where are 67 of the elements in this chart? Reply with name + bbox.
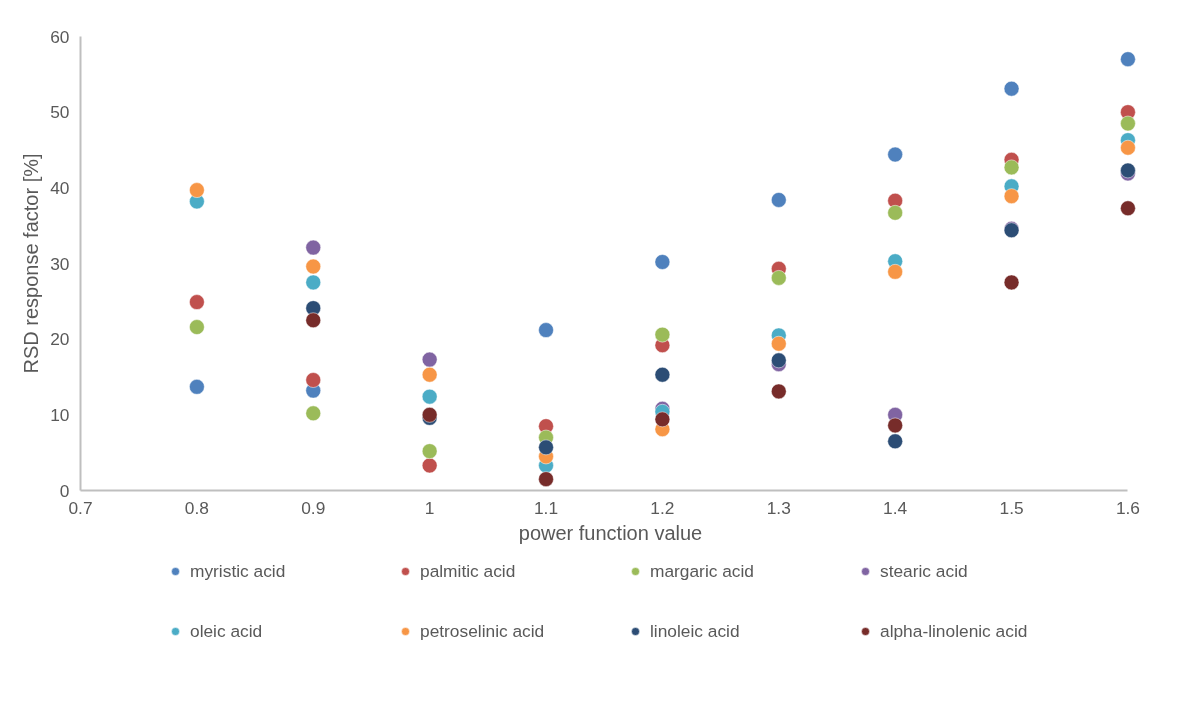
y-tick-label: 30 bbox=[50, 253, 70, 274]
x-tick-label: 1.1 bbox=[533, 497, 559, 518]
legend-label: oleic acid bbox=[190, 619, 264, 643]
point bbox=[305, 239, 322, 256]
legend-label: alpha-linolenic acid bbox=[880, 619, 1029, 643]
point bbox=[421, 443, 438, 459]
point bbox=[1003, 159, 1020, 176]
point bbox=[189, 379, 205, 395]
point bbox=[189, 319, 205, 335]
point bbox=[421, 388, 438, 405]
point bbox=[771, 192, 787, 208]
point bbox=[887, 433, 903, 450]
legend-label: margaric acid bbox=[650, 559, 755, 583]
y-axis-title: RSD response factor [%] bbox=[20, 153, 43, 374]
y-tick-label: 50 bbox=[50, 102, 70, 123]
point bbox=[421, 351, 438, 368]
x-tick-label: 1.5 bbox=[999, 497, 1024, 518]
point bbox=[1120, 115, 1136, 132]
x-tick-label: 0.8 bbox=[184, 497, 209, 518]
x-tick-label: 1.4 bbox=[883, 497, 908, 518]
point bbox=[1120, 200, 1136, 216]
point bbox=[771, 383, 787, 400]
y-tick-label: 60 bbox=[50, 26, 70, 47]
point bbox=[305, 312, 322, 328]
x-tick-label: 0.9 bbox=[301, 497, 326, 518]
point bbox=[887, 205, 903, 221]
point bbox=[421, 366, 438, 383]
point bbox=[305, 258, 322, 275]
x-tick-label: 1.6 bbox=[1115, 497, 1140, 518]
point bbox=[887, 146, 903, 163]
point bbox=[538, 322, 554, 338]
point bbox=[305, 405, 322, 422]
y-tick-label: 0 bbox=[59, 480, 70, 501]
y-tick-label: 40 bbox=[50, 177, 70, 198]
x-tick-label: 0.7 bbox=[68, 497, 93, 518]
point bbox=[189, 294, 205, 310]
point bbox=[1120, 139, 1136, 156]
legend-label: myristic acid bbox=[190, 559, 287, 583]
point bbox=[771, 352, 787, 369]
point bbox=[1120, 51, 1136, 67]
point bbox=[654, 366, 671, 383]
point bbox=[1003, 80, 1020, 97]
point bbox=[654, 411, 671, 428]
point bbox=[305, 274, 322, 291]
legend-label: linoleic acid bbox=[650, 619, 741, 643]
x-tick-label: 1 bbox=[424, 497, 435, 518]
point bbox=[538, 439, 554, 456]
point bbox=[771, 270, 787, 286]
point bbox=[1003, 188, 1020, 204]
y-tick-label: 20 bbox=[50, 329, 70, 350]
point bbox=[771, 335, 787, 352]
legend-label: stearic acid bbox=[880, 559, 969, 583]
point bbox=[538, 471, 554, 487]
point bbox=[654, 326, 671, 343]
legend-label: palmitic acid bbox=[420, 559, 517, 583]
point bbox=[305, 372, 322, 388]
point bbox=[654, 254, 671, 270]
point bbox=[421, 457, 438, 474]
point bbox=[189, 182, 205, 198]
y-tick-label: 10 bbox=[50, 404, 70, 425]
x-tick-label: 1.2 bbox=[650, 497, 675, 518]
point bbox=[887, 417, 903, 434]
point bbox=[887, 264, 903, 280]
x-tick-label: 1.3 bbox=[766, 497, 791, 518]
point bbox=[1003, 274, 1020, 291]
x-axis-title: power function value bbox=[518, 521, 703, 544]
legend-label: petroselinic acid bbox=[420, 619, 546, 643]
